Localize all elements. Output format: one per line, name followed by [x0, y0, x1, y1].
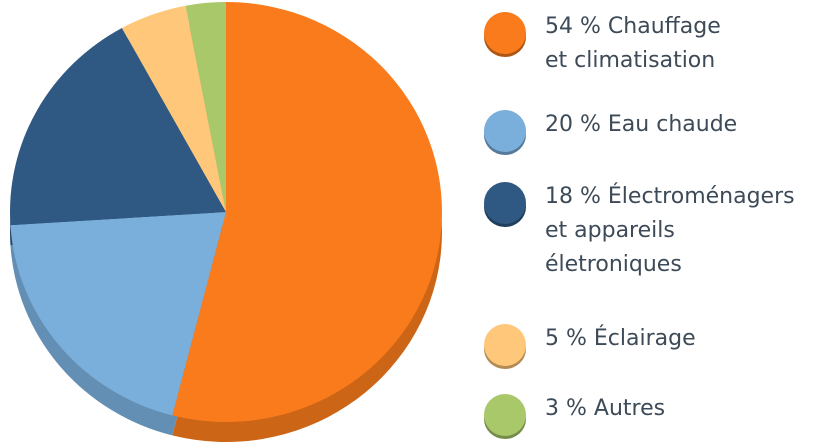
legend-label: Eau chaude: [607, 112, 738, 137]
legend-entry: 54 % Chauffage et climatisation: [545, 10, 819, 78]
legend-swatch: [484, 182, 526, 224]
legend-entry: 5 % Éclairage: [545, 322, 819, 356]
legend-swatch: [484, 110, 526, 152]
legend-entry: 20 % Eau chaude: [545, 108, 819, 142]
legend-value: 54 %: [545, 14, 601, 39]
legend-value: 18 %: [545, 184, 601, 209]
legend-value: 3 %: [545, 396, 587, 421]
slice: [121, 5, 226, 212]
slice: [172, 2, 442, 422]
slice: [9, 27, 226, 226]
slice: [185, 2, 226, 212]
legend-swatch: [484, 12, 526, 54]
legend-label: Autres: [593, 396, 666, 421]
legend-swatch: [484, 394, 526, 436]
legend-value: 20 %: [545, 112, 601, 137]
legend-label: Chauffage et climatisation: [545, 14, 721, 73]
legend-label: Électroménagers et appareils életronique…: [545, 184, 795, 277]
legend-value: 5 %: [545, 326, 587, 351]
legend-swatch: [484, 324, 526, 366]
legend-entry: 18 % Électroménagers et appareils életro…: [545, 180, 819, 282]
legend-label: Éclairage: [593, 326, 696, 351]
slice: [10, 212, 227, 416]
legend-entry: 3 % Autres: [545, 392, 819, 426]
